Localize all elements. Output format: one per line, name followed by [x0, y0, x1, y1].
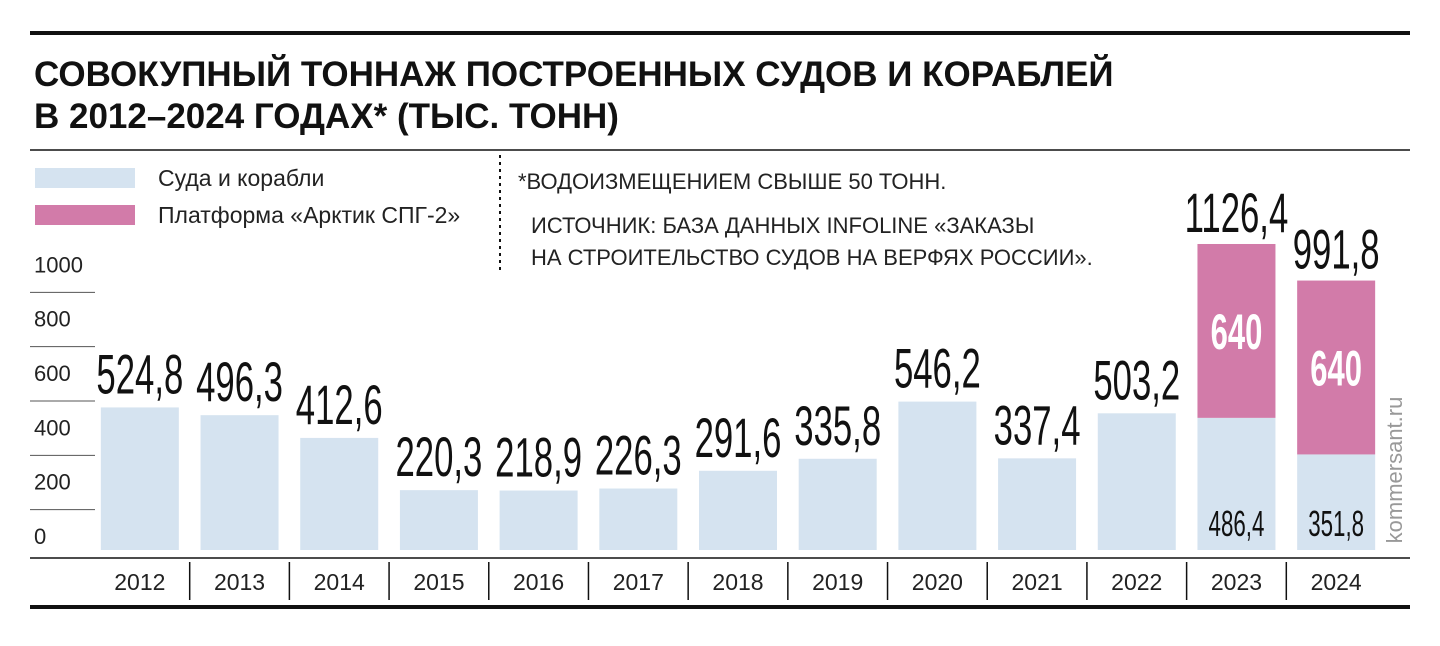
- value-label: 640: [1211, 303, 1263, 359]
- bar: [1097, 413, 1176, 550]
- bar: [100, 407, 179, 550]
- chart-title: В 2012–2024 ГОДАХ* (ТЫС. ТОНН): [34, 97, 619, 136]
- legend-label: Платформа «Арктик СПГ-2»: [158, 202, 460, 228]
- bar: [300, 437, 379, 550]
- y-tick-label: 400: [34, 415, 71, 440]
- legend-swatch: [35, 168, 135, 188]
- value-label: 640: [1310, 340, 1362, 396]
- legend-swatch: [35, 205, 135, 225]
- chart-title: СОВОКУПНЫЙ ТОННАЖ ПОСТРОЕННЫХ СУДОВ И КО…: [34, 54, 1114, 94]
- value-label: 496,3: [196, 351, 283, 414]
- source: ИСТОЧНИК: БАЗА ДАННЫХ INFOLINE «ЗАКАЗЫ: [531, 213, 1034, 238]
- x-tick-label: 2020: [912, 569, 963, 595]
- bar: [1197, 417, 1276, 550]
- x-tick-label: 2013: [214, 569, 265, 595]
- bar: [898, 401, 977, 550]
- x-tick-label: 2018: [712, 569, 763, 595]
- value-label: 335,8: [794, 394, 881, 457]
- value-label: 486,4: [1209, 505, 1265, 545]
- value-label: 218,9: [495, 426, 582, 489]
- bar: [499, 490, 578, 550]
- y-tick-label: 200: [34, 470, 71, 495]
- x-tick-label: 2015: [413, 569, 464, 595]
- x-tick-label: 2012: [114, 569, 165, 595]
- bar: [1197, 243, 1276, 418]
- bar: [699, 470, 777, 550]
- x-tick-label: 2023: [1211, 569, 1262, 595]
- bar: [599, 488, 678, 550]
- x-tick-label: 2016: [513, 569, 564, 595]
- y-tick-label: 600: [34, 361, 71, 386]
- x-tick-label: 2014: [314, 569, 365, 595]
- total-label: 1126,4: [1185, 182, 1289, 245]
- value-label: 220,3: [395, 426, 482, 489]
- value-label: 503,2: [1093, 349, 1180, 412]
- x-tick-label: 2021: [1011, 569, 1062, 595]
- x-tick-label: 2022: [1111, 569, 1162, 595]
- value-label: 546,2: [894, 337, 981, 400]
- value-label: 337,4: [994, 394, 1081, 457]
- bar: [1297, 454, 1376, 550]
- x-tick-label: 2024: [1311, 569, 1362, 595]
- y-tick-label: 1000: [34, 252, 83, 277]
- value-label: 226,3: [595, 424, 682, 487]
- watermark: kommersant.ru: [1382, 397, 1407, 544]
- x-tick-label: 2017: [613, 569, 664, 595]
- legend-label: Суда и корабли: [158, 165, 324, 191]
- bar: [200, 415, 279, 550]
- bar: [998, 458, 1077, 550]
- bar: [399, 490, 478, 550]
- value-label: 524,8: [96, 343, 183, 406]
- bar: [798, 458, 877, 550]
- bar: [1297, 280, 1376, 455]
- value-label: 351,8: [1308, 505, 1364, 545]
- y-tick-label: 800: [34, 307, 71, 332]
- footnote: *ВОДОИЗМЕЩЕНИЕМ СВЫШЕ 50 ТОНН.: [518, 169, 946, 194]
- source: НА СТРОИТЕЛЬСТВО СУДОВ НА ВЕРФЯХ РОССИИ»…: [531, 245, 1093, 270]
- x-tick-label: 2019: [812, 569, 863, 595]
- value-label: 412,6: [296, 373, 383, 436]
- value-label: 291,6: [695, 406, 782, 469]
- y-tick-label: 0: [34, 524, 46, 549]
- total-label: 991,8: [1293, 218, 1380, 281]
